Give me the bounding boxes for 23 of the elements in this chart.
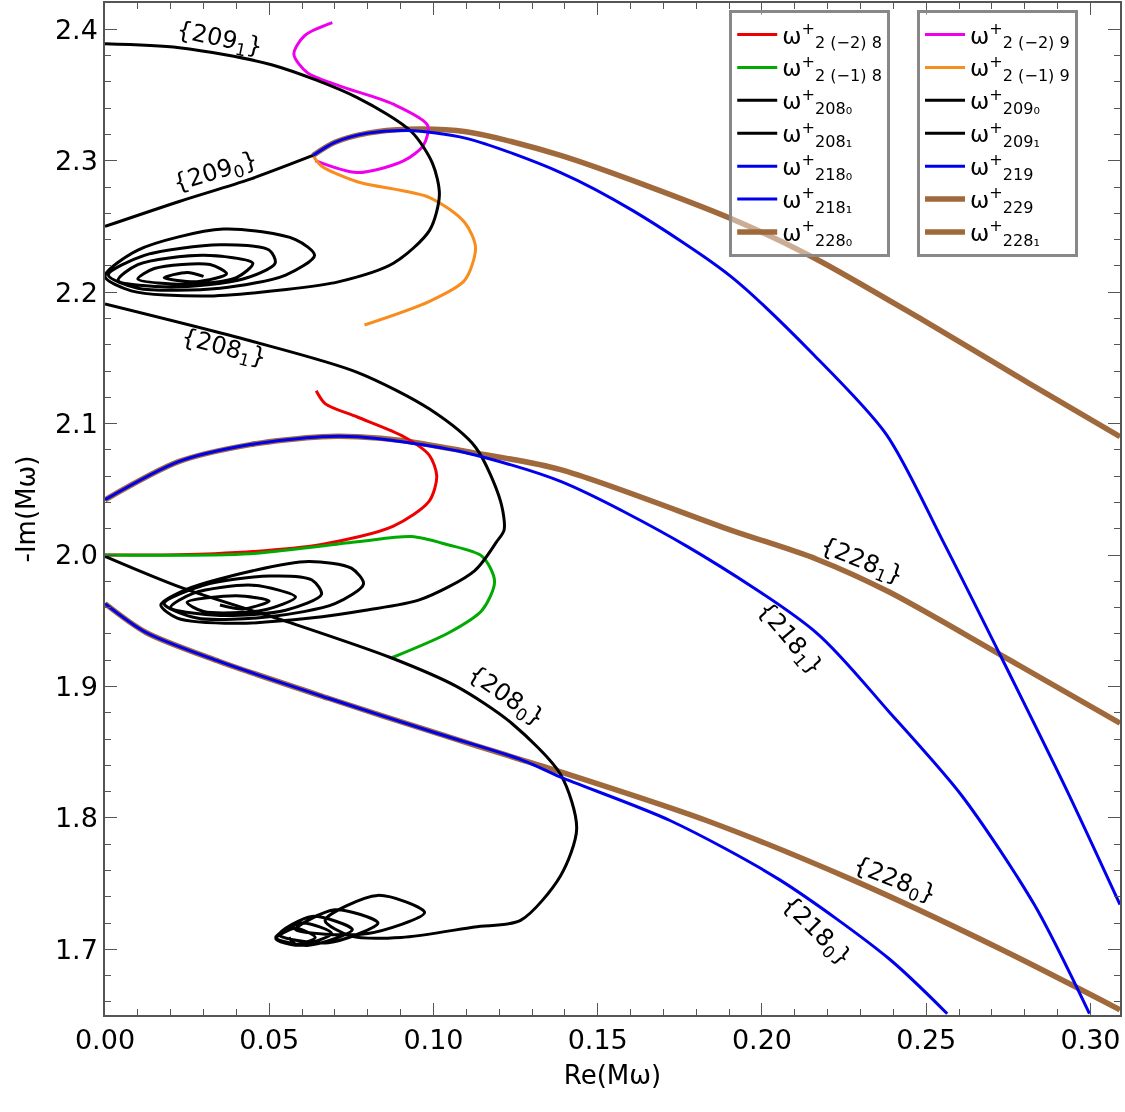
- y-tick-label: 2.0: [54, 539, 98, 571]
- y-tick-label: 2.3: [54, 145, 98, 177]
- line-series: [105, 153, 315, 228]
- y-axis-title: -Im(Mω): [10, 455, 41, 563]
- y-tick-label: 2.4: [54, 13, 98, 45]
- y-tick-label: 2.1: [54, 408, 98, 440]
- x-tick-label: 0.30: [1060, 1024, 1121, 1056]
- annotation: {209$_{1}$}: [173, 15, 266, 64]
- x-tick-label: 0.10: [403, 1024, 464, 1056]
- line-series: [292, 21, 430, 175]
- y-tick-label: 1.8: [54, 802, 98, 834]
- line-series: [311, 153, 478, 327]
- x-tick-label: 0.25: [896, 1024, 957, 1056]
- x-tick-label: 0.15: [567, 1024, 628, 1056]
- x-tick-label: 0.05: [239, 1024, 300, 1056]
- y-tick-label: 2.2: [54, 276, 98, 308]
- x-tick-label: 0.00: [74, 1024, 136, 1056]
- y-tick-label: 1.7: [54, 933, 98, 965]
- y-tick-label: 1.9: [54, 670, 98, 702]
- line-series: [105, 434, 1091, 1015]
- x-tick-label: 0.20: [731, 1024, 793, 1056]
- x-axis-title: Re(Mω): [563, 1060, 662, 1091]
- line-series: [105, 602, 949, 1015]
